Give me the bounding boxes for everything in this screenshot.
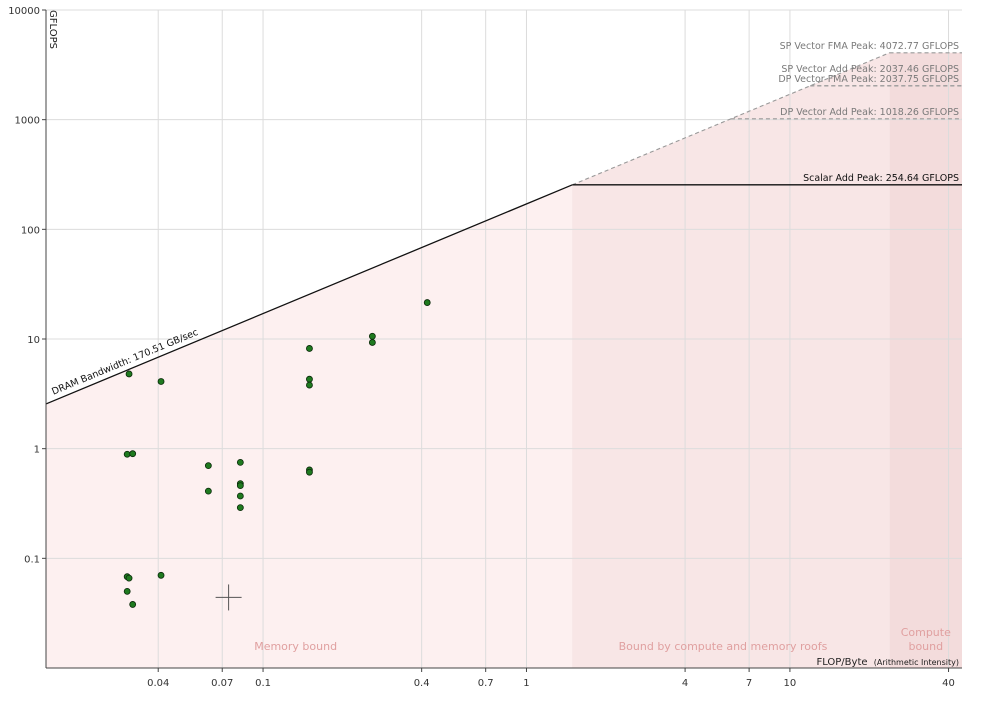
memory-bound-label: Memory bound xyxy=(254,640,337,653)
data-point[interactable] xyxy=(125,370,133,378)
data-point[interactable] xyxy=(306,375,313,383)
scalar-roof-label: Scalar Add Peak: 254.64 GFLOPS xyxy=(803,173,959,184)
data-point[interactable] xyxy=(368,339,376,346)
x-tick-label: 1 xyxy=(523,678,529,689)
roof-lines xyxy=(45,52,962,405)
data-point[interactable] xyxy=(123,450,131,458)
gridlines xyxy=(46,9,962,668)
data-point[interactable] xyxy=(204,462,212,470)
x-axis-title-note: (Arithmetic Intensity) xyxy=(874,658,959,667)
data-point[interactable] xyxy=(368,332,376,340)
y-axis-title: GFLOPS xyxy=(47,10,58,49)
compute-roof-label: DP Vector FMA Peak: 2037.75 GFLOPS xyxy=(778,74,959,85)
x-tick-label: 0.1 xyxy=(255,678,271,689)
x-tick-label: 7 xyxy=(746,678,752,689)
y-tick-label: 1000 xyxy=(15,116,40,127)
data-point[interactable] xyxy=(306,468,313,476)
x-axis-title: FLOP/Byte (Arithmetic Intensity) xyxy=(816,657,959,668)
mixed-bound-label: Bound by compute and memory roofs xyxy=(619,640,828,653)
data-point[interactable] xyxy=(306,381,313,389)
compute-bound-region xyxy=(889,52,962,668)
x-tick-label: 0.07 xyxy=(211,678,233,689)
mixed-bound-region xyxy=(572,52,890,668)
compute-roof-label: DP Vector Add Peak: 1018.26 GFLOPS xyxy=(780,107,959,118)
data-point[interactable] xyxy=(157,378,165,385)
data-point[interactable] xyxy=(125,574,133,582)
bound-regions xyxy=(46,52,962,668)
data-point[interactable] xyxy=(157,571,165,579)
x-tick-label: 0.7 xyxy=(478,678,494,689)
data-point[interactable] xyxy=(423,299,431,306)
data-point[interactable] xyxy=(129,450,137,458)
x-axis-title-main: FLOP/Byte xyxy=(816,657,867,668)
data-point[interactable] xyxy=(129,601,137,608)
y-tick-label: 1 xyxy=(34,445,40,456)
compute-bound-label: Compute bound xyxy=(901,626,951,653)
x-tick-label: 0.4 xyxy=(414,678,430,689)
compute-roof-label: SP Vector Add Peak: 2037.46 GFLOPS xyxy=(781,64,959,75)
data-point[interactable] xyxy=(236,482,244,490)
data-point[interactable] xyxy=(204,487,212,495)
data-point[interactable] xyxy=(236,504,244,512)
y-tick-label: 0.1 xyxy=(24,554,40,565)
x-tick-label: 10 xyxy=(784,678,797,689)
x-tick-label: 40 xyxy=(942,678,955,689)
y-tick-label: 100 xyxy=(21,225,40,236)
data-points[interactable] xyxy=(123,299,431,608)
x-tick-label: 0.04 xyxy=(147,678,169,689)
compute-roof-label: SP Vector FMA Peak: 4072.77 GFLOPS xyxy=(780,41,959,52)
memory-bound-region xyxy=(46,184,573,668)
data-point[interactable] xyxy=(306,345,313,352)
data-point[interactable] xyxy=(123,587,131,595)
data-point[interactable] xyxy=(236,492,244,500)
compute-bound-label-line: bound xyxy=(908,640,943,653)
y-tick-label: 10 xyxy=(27,335,40,346)
y-tick-label: 10000 xyxy=(8,6,40,17)
axes: 0.04 0.07 0.1 0.4 0.7 1 4 7 10 40 0.1 1 10 100 1000 100… xyxy=(8,6,962,689)
x-tick-label: 4 xyxy=(682,678,688,689)
compute-bound-label-line: Compute xyxy=(901,626,951,639)
dram-bandwidth-roof xyxy=(45,184,573,405)
data-point[interactable] xyxy=(236,458,244,466)
